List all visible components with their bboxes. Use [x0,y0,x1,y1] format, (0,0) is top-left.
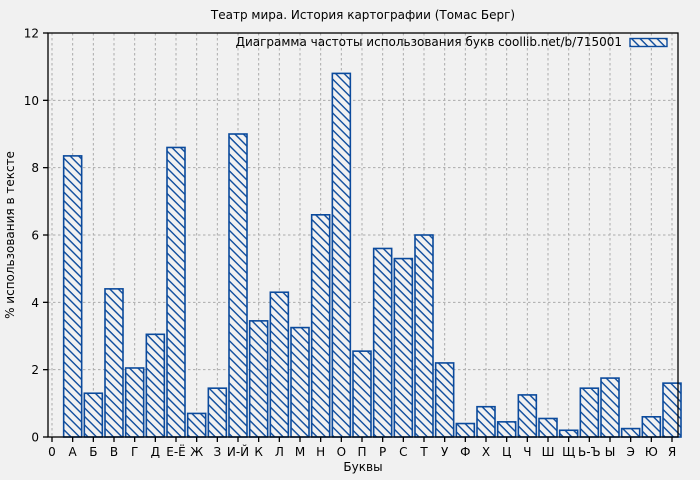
bar [393,257,414,438]
x-tick-label: Д [151,445,160,459]
x-tick-label: В [110,445,118,459]
x-tick-label: Л [275,445,284,459]
bar [62,155,83,438]
x-tick-label: Б [89,445,97,459]
y-tick-label: 4 [31,296,39,310]
x-tick-label: Э [626,445,634,459]
bar [166,146,186,438]
x-tick-labels: 0 А Б В Г Д Е-Ё Ж З И-Й К Л М Н О П Р С Т У Ф Х Ц Ч Ш Щ Ь-Ъ Ы Э Ю Я [48,444,676,459]
chart-title: Театр мира. История картографии (Томас Б… [210,8,515,22]
x-tick-label: Я [668,445,676,459]
y-tick-label: 2 [31,363,39,377]
y-tick-label: 12 [24,27,39,41]
x-tick-label: З [213,445,221,459]
x-tick-label: Ц [502,445,511,459]
x-tick-label: О [337,445,346,459]
x-tick-label: И-Й [227,444,249,459]
bar [352,350,372,438]
x-tick-label: Г [131,445,138,459]
bar [228,133,248,438]
bar [207,387,228,438]
bar [579,387,600,438]
x-tick-label: Ь-Ъ [578,445,601,459]
x-tick-label: Ш [542,445,555,459]
x-tick-label: Ж [190,445,203,459]
bar [558,429,579,438]
bar [434,362,455,438]
x-tick-label: П [357,445,366,459]
x-tick-label: Р [379,445,386,459]
bar [145,333,166,438]
bar [641,415,662,438]
x-tick-label: К [254,445,263,459]
x-tick-label: Н [316,445,325,459]
y-tick-label: 10 [24,94,39,108]
x-tick-label: У [441,445,449,459]
bar [331,72,352,438]
legend-swatch [629,37,668,48]
bar [620,427,641,438]
x-tick-label: Щ [562,445,575,459]
y-tick-label: 8 [31,161,39,175]
legend-label: Диаграмма частоты использования букв coo… [236,35,622,49]
bar [476,405,496,438]
x-tick-label: Е-Ё [166,444,186,459]
bar [186,412,207,438]
x-axis-title: Буквы [343,460,382,474]
bar [455,422,476,438]
x-tick-label: Ч [523,445,531,459]
bar [414,234,434,438]
bar [269,291,290,438]
x-tick-label: Т [419,445,428,459]
bar [83,392,104,438]
x-tick-label: М [295,445,305,459]
y-tick-label: 0 [31,431,39,445]
x-tick-label: С [399,445,407,459]
x-tick-label: Х [482,445,490,459]
bar [104,288,124,438]
x-tick-label: Ы [605,445,616,459]
bar [310,214,331,438]
tick-marks [43,32,673,442]
bar [372,247,393,438]
x-tick-label: Ф [460,445,470,459]
bar [600,377,620,438]
bar [290,326,310,438]
legend: Диаграмма частоты использования букв coo… [236,35,668,49]
y-axis-title: % использования в тексте [3,151,17,319]
y-tick-label: 6 [31,229,39,243]
x-tick-label: 0 [48,445,56,459]
bar [517,394,538,438]
y-tick-labels: 0 2 4 6 8 10 12 [24,27,39,445]
bar [496,421,517,438]
bar [538,417,558,438]
bar [124,367,145,438]
x-tick-label: А [69,445,78,459]
bar [248,320,269,438]
x-tick-label: Ю [645,445,658,459]
